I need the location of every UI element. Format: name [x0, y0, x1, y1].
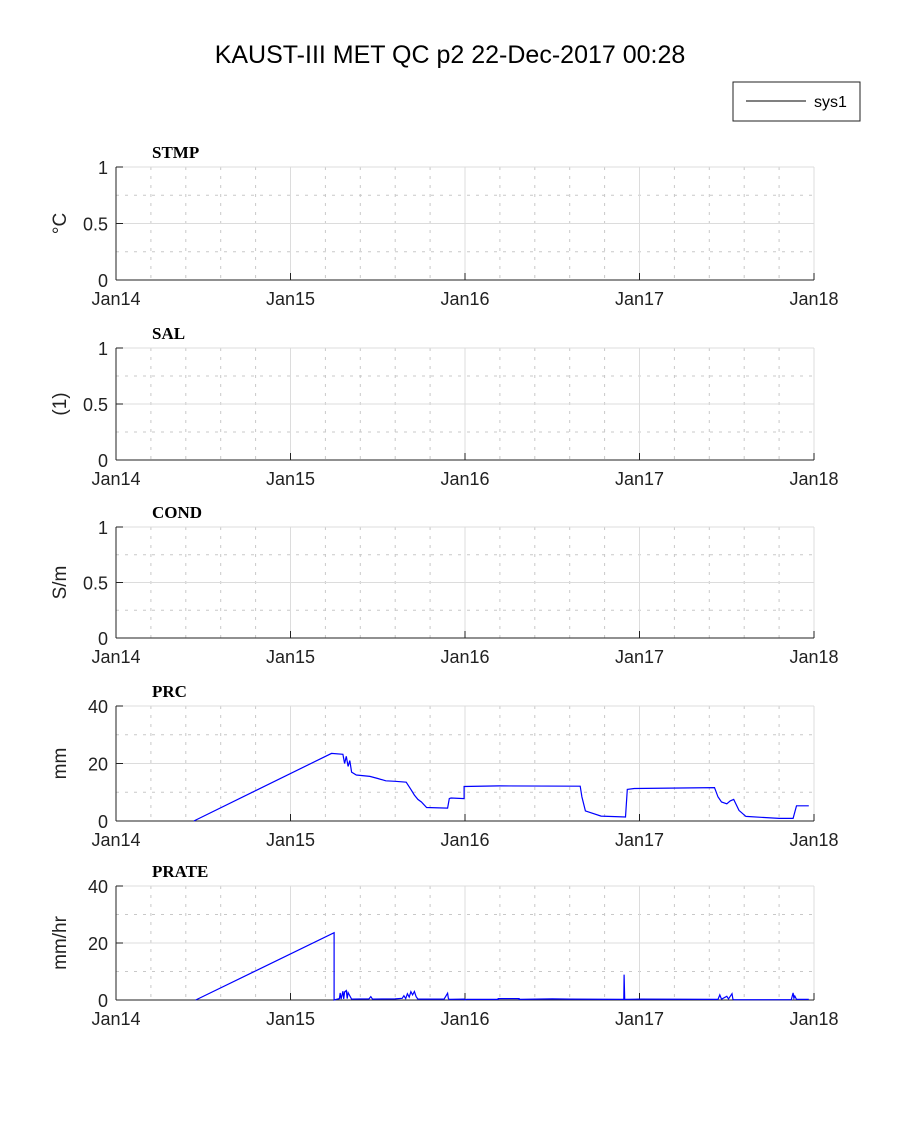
y-tick-label: 0	[98, 812, 108, 832]
x-tick-label: Jan16	[440, 830, 489, 850]
legend-label-sys1: sys1	[814, 94, 847, 111]
y-tick-label: 20	[88, 755, 108, 775]
series-line-sys1	[195, 931, 809, 1001]
x-tick-label: Jan18	[789, 830, 838, 850]
y-axis-label: °C	[50, 213, 71, 234]
x-tick-label: Jan16	[440, 289, 489, 309]
x-tick-label: Jan15	[266, 469, 315, 489]
x-tick-label: Jan15	[266, 647, 315, 667]
subplot-title: STMP	[152, 143, 199, 162]
subplot-sal: 0 0.5 1 Jan14 Jan15 Jan16 Jan17 Jan18 SAL (1)	[50, 324, 839, 489]
y-axis-label: mm/hr	[50, 915, 71, 970]
x-tick-label: Jan17	[615, 1009, 664, 1029]
y-axis-label: S/m	[50, 566, 71, 600]
y-axis-label: mm	[50, 748, 71, 780]
y-tick-label: 20	[88, 934, 108, 954]
x-tick-label: Jan15	[266, 289, 315, 309]
y-tick-label: 0	[98, 451, 108, 471]
subplot-cond: 0 0.5 1 Jan14 Jan15 Jan16 Jan17 Jan18 COND S/m	[50, 503, 839, 667]
x-tick-label: Jan18	[789, 1009, 838, 1029]
subplot-prc: 0 20 40 Jan14 Jan15 Jan16 Jan17 Jan18 PRC mm	[50, 682, 839, 850]
x-tick-label: Jan17	[615, 469, 664, 489]
x-tick-label: Jan16	[440, 469, 489, 489]
y-tick-label: 1	[98, 339, 108, 359]
y-tick-label: 1	[98, 158, 108, 178]
y-tick-label: 0.5	[83, 395, 108, 415]
x-tick-label: Jan14	[91, 830, 140, 850]
subplot-title: SAL	[152, 324, 185, 343]
series-line-sys1	[193, 752, 809, 822]
y-tick-label: 40	[88, 697, 108, 717]
subplot-prate: 0 20 40 Jan14 Jan15 Jan16 Jan17 Jan18 PRATE mm/hr	[50, 862, 839, 1029]
x-tick-label: Jan18	[789, 289, 838, 309]
y-tick-label: 0	[98, 991, 108, 1011]
x-tick-label: Jan14	[91, 289, 140, 309]
x-tick-label: Jan17	[615, 647, 664, 667]
x-tick-label: Jan14	[91, 469, 140, 489]
subplot-stmp: 0 0.5 1 Jan14 Jan15 Jan16 Jan17 Jan18 STMP °C	[50, 143, 839, 309]
subplot-title: PRATE	[152, 862, 208, 881]
x-tick-label: Jan17	[615, 830, 664, 850]
y-axis-label: (1)	[50, 392, 71, 415]
x-tick-label: Jan16	[440, 1009, 489, 1029]
y-tick-label: 0.5	[83, 215, 108, 235]
subplot-title: PRC	[152, 682, 187, 701]
x-tick-label: Jan18	[789, 647, 838, 667]
y-tick-label: 0.5	[83, 574, 108, 594]
x-tick-label: Jan14	[91, 1009, 140, 1029]
y-tick-label: 0	[98, 629, 108, 649]
y-tick-label: 1	[98, 518, 108, 538]
x-tick-label: Jan14	[91, 647, 140, 667]
x-tick-label: Jan18	[789, 469, 838, 489]
x-tick-label: Jan15	[266, 830, 315, 850]
figure-title: KAUST-III MET QC p2 22-Dec-2017 00:28	[215, 41, 686, 69]
x-tick-label: Jan16	[440, 647, 489, 667]
subplot-title: COND	[152, 503, 202, 522]
x-tick-label: Jan15	[266, 1009, 315, 1029]
legend: sys1	[732, 81, 861, 122]
y-tick-label: 40	[88, 877, 108, 897]
y-tick-label: 0	[98, 271, 108, 291]
x-tick-label: Jan17	[615, 289, 664, 309]
